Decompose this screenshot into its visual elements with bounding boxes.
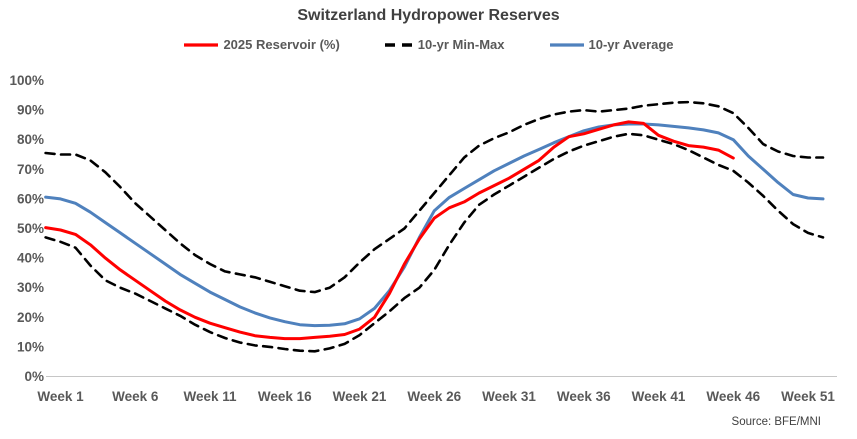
y-tick-label: 90% bbox=[17, 103, 44, 118]
y-tick-label: 50% bbox=[17, 221, 44, 236]
y-tick-label: 80% bbox=[17, 132, 44, 147]
chart-title: Switzerland Hydropower Reserves bbox=[297, 7, 560, 24]
x-tick-label: Week 41 bbox=[632, 389, 686, 404]
x-tick-label: Week 21 bbox=[333, 389, 387, 404]
series-line-ten-yr-min bbox=[44, 132, 825, 353]
legend-label-2025-reservoir: 2025 Reservoir (%) bbox=[223, 37, 340, 52]
legend-item-2025-reservoir: 2025 Reservoir (%) bbox=[183, 37, 340, 52]
x-tick-label: Week 51 bbox=[781, 389, 835, 404]
x-tick-label: Week 36 bbox=[557, 389, 611, 404]
y-tick-label: 100% bbox=[9, 73, 44, 88]
series-line-reservoir-2025 bbox=[44, 120, 735, 341]
x-tick-label: Week 16 bbox=[258, 389, 312, 404]
legend-item-min-max: 10-yr Min-Max bbox=[384, 37, 505, 52]
legend-label-min-max: 10-yr Min-Max bbox=[417, 37, 505, 52]
x-tick-label: Week 26 bbox=[407, 389, 461, 404]
y-tick-label: 20% bbox=[17, 310, 44, 325]
y-tick-label: 70% bbox=[17, 162, 44, 177]
series-line-ten-yr-max bbox=[44, 100, 825, 294]
legend-label-average: 10-yr Average bbox=[588, 37, 674, 52]
y-tick-label: 40% bbox=[17, 251, 44, 266]
legend-item-average: 10-yr Average bbox=[549, 37, 674, 52]
y-tick-label: 60% bbox=[17, 191, 44, 206]
source-note: Source: BFE/MNI bbox=[731, 416, 821, 428]
x-tick-label: Week 6 bbox=[112, 389, 159, 404]
y-tick-label: 10% bbox=[17, 339, 44, 354]
x-tick-label: Week 11 bbox=[184, 389, 238, 404]
x-tick-label: Week 46 bbox=[706, 389, 760, 404]
x-tick-label: Week 31 bbox=[482, 389, 536, 404]
y-tick-label: 0% bbox=[24, 369, 44, 384]
legend-swatch-minmax-dashes bbox=[384, 42, 413, 47]
legend-swatch-2025-line bbox=[184, 42, 219, 47]
x-tick-label: Week 1 bbox=[37, 389, 84, 404]
series-line-ten-yr-average bbox=[44, 122, 825, 328]
y-tick-label: 30% bbox=[17, 280, 44, 295]
legend-swatch-average-line bbox=[549, 42, 584, 47]
legend: 2025 Reservoir (%) 10-yr Min-Max 10-yr A… bbox=[0, 37, 857, 52]
